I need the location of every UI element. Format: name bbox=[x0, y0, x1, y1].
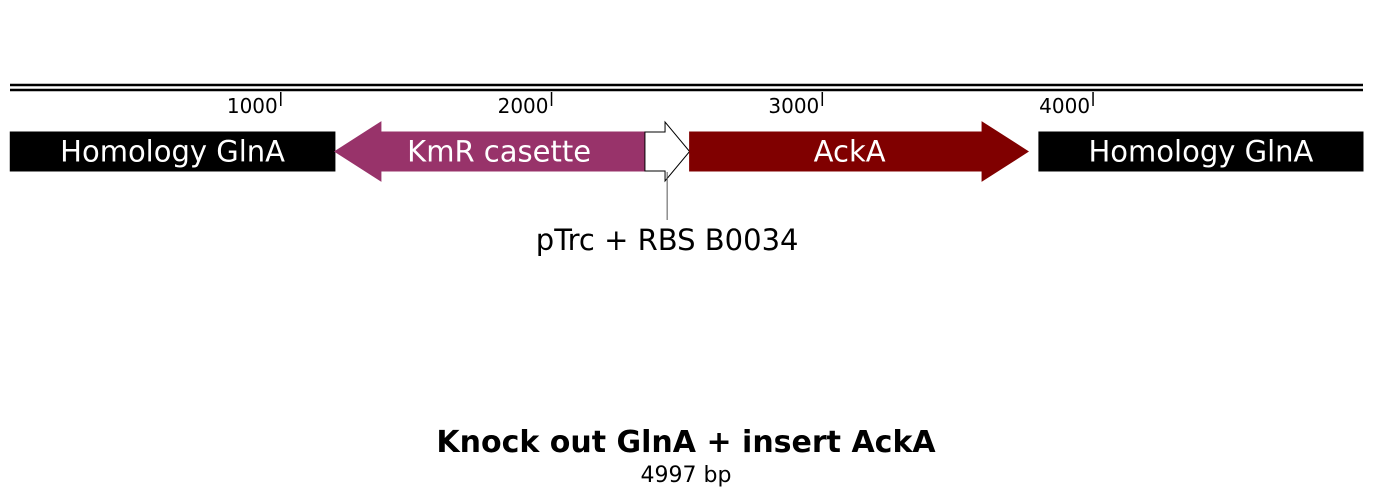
feature-homology-glna-right bbox=[1038, 131, 1364, 172]
features: Homology GlnA KmR casette AckA Homology Gln… bbox=[9, 120, 1364, 183]
feature-acka bbox=[689, 121, 1029, 182]
feature-label-homology-glna-left: Homology GlnA bbox=[60, 135, 285, 169]
ruler-ticks: 1000 2000 3000 4000 bbox=[227, 92, 1094, 118]
feature-label-homology-glna-right: Homology GlnA bbox=[1089, 135, 1314, 169]
feature-ptrc-rbs bbox=[644, 120, 691, 183]
callout-label-ptrc-callout: pTrc + RBS B0034 bbox=[536, 223, 799, 257]
feature-kmr-casette bbox=[333, 121, 646, 182]
ruler-tick-label: 4000 bbox=[1039, 94, 1090, 118]
callouts: pTrc + RBS B0034 bbox=[536, 172, 799, 257]
feature-homology-glna-left bbox=[9, 131, 336, 172]
map-title: Knock out GlnA + insert AckA bbox=[436, 425, 936, 460]
ruler-tick-label: 2000 bbox=[498, 94, 549, 118]
feature-label-acka: AckA bbox=[814, 135, 886, 169]
ruler-tick-label: 3000 bbox=[768, 94, 819, 118]
ruler-tick-label: 1000 bbox=[227, 94, 278, 118]
feature-label-kmr-casette: KmR casette bbox=[407, 135, 591, 169]
map-length: 4997 bp bbox=[641, 463, 732, 488]
